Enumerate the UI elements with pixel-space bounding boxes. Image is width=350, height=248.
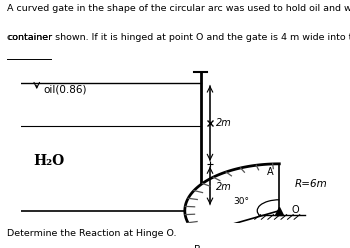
Text: A: A	[267, 167, 273, 177]
Text: oil(0.86): oil(0.86)	[43, 84, 86, 94]
Polygon shape	[185, 164, 279, 234]
Text: R=6m: R=6m	[295, 179, 328, 189]
Text: Determine the Reaction at Hinge O.: Determine the Reaction at Hinge O.	[7, 229, 176, 238]
Text: container: container	[7, 33, 52, 42]
Text: H₂O: H₂O	[34, 154, 65, 168]
Text: O: O	[292, 205, 300, 215]
Text: A curved gate in the shape of the circular arc was used to hold oil and water in: A curved gate in the shape of the circul…	[7, 4, 350, 13]
Text: 2m: 2m	[216, 182, 232, 192]
Text: B: B	[194, 245, 201, 248]
Text: 30°: 30°	[233, 197, 250, 206]
Text: container shown. If it is hinged at point O and the gate is 4 m wide into the pa: container shown. If it is hinged at poin…	[7, 33, 350, 42]
Text: 2m: 2m	[216, 118, 232, 128]
